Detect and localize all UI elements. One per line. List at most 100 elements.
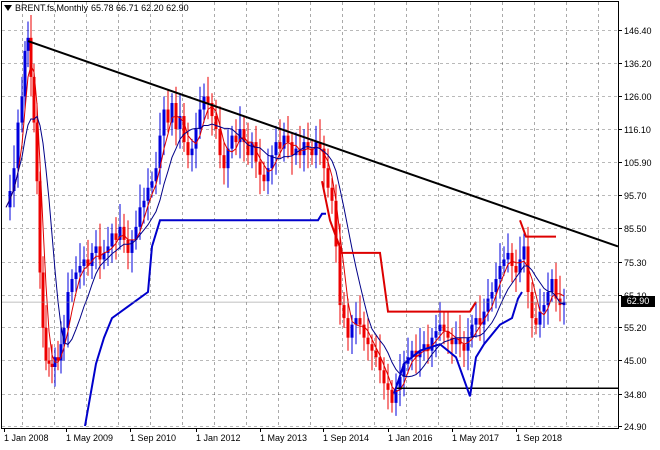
candle-body (282, 135, 286, 149)
candle-body (26, 37, 30, 51)
candle-body (398, 376, 402, 390)
candle-body (546, 292, 550, 306)
candle-body (222, 155, 226, 169)
candle-body (186, 142, 190, 156)
candle-body (554, 279, 558, 299)
y-tick-label: 116.10 (624, 124, 651, 135)
candle-body (44, 327, 48, 361)
y-tick-label: 65.10 (624, 291, 647, 301)
candle-body (23, 50, 27, 97)
x-tick-label: 1 May 2017 (452, 433, 500, 443)
candle-body (234, 135, 238, 143)
candle-body (110, 233, 114, 247)
candle-body (534, 318, 538, 325)
candle-body (266, 168, 270, 182)
candle-body (214, 116, 218, 130)
candle-body (386, 383, 390, 390)
candle-body (294, 148, 298, 156)
candle-body (70, 279, 74, 293)
candle-body (254, 142, 258, 162)
candle-body (442, 324, 446, 332)
candle-body (550, 279, 554, 293)
candle-body (35, 122, 39, 182)
trailing-stop-red (321, 180, 477, 313)
candle-body (422, 344, 426, 351)
candle-body (90, 252, 94, 266)
candle-body (286, 135, 290, 143)
y-tick-label: 34.80 (624, 389, 647, 400)
candle-body (82, 259, 86, 266)
candle-body (438, 324, 442, 332)
candle-body (146, 187, 150, 201)
y-tick-label: 136.20 (624, 58, 652, 69)
candle-body (466, 337, 470, 351)
triangle-down-icon[interactable] (4, 5, 12, 11)
trend-line (27, 40, 619, 248)
candle-body (270, 155, 274, 169)
candle-body (482, 311, 486, 325)
candle-body (446, 331, 450, 338)
y-tick-label: 75.30 (624, 257, 647, 268)
candle-body (138, 207, 142, 227)
candle-body (250, 142, 254, 156)
candle-body (502, 259, 506, 266)
candle-body (354, 318, 358, 325)
y-tick-label: 24.90 (624, 421, 647, 432)
candle-body (362, 324, 366, 338)
candle-body (486, 298, 490, 312)
candle-body (210, 103, 214, 117)
chart-frame (1, 1, 619, 429)
candle-body (59, 344, 63, 361)
candle-body (350, 324, 354, 338)
candle-body (154, 168, 158, 182)
candle-body (410, 350, 414, 358)
candle-body (494, 279, 498, 293)
candle-body (346, 318, 350, 338)
candle-body (318, 142, 322, 149)
candle-body (38, 181, 42, 273)
candle-body (302, 142, 306, 156)
candle-body (170, 103, 174, 123)
indicator-lines (2, 40, 619, 427)
x-tick-label: 1 Sep 2014 (323, 433, 370, 443)
candle-body (86, 259, 90, 266)
candle-body (258, 161, 262, 175)
ohlc-readout: 65.78 66.71 62.20 62.90 (91, 3, 189, 13)
candle-body (230, 135, 234, 149)
candle-body (56, 357, 60, 361)
candle-body (542, 305, 546, 312)
candle-body (194, 129, 198, 149)
candle-body (454, 337, 458, 345)
y-tick-label: 55.20 (624, 322, 647, 333)
candle-body (382, 370, 386, 384)
candle-body (198, 109, 202, 130)
candle-body (498, 265, 502, 280)
candle-body (310, 148, 314, 156)
candle-body (246, 142, 250, 156)
x-tick-label: 1 Jan 2016 (388, 433, 433, 443)
candle-body (114, 233, 118, 240)
current-price-label: 62.90 (621, 296, 655, 307)
chart-header: BRENT.fs,Monthly 65.78 66.71 62.20 62.90 (4, 3, 192, 13)
candle-body (134, 226, 138, 240)
candle-body (242, 129, 246, 143)
candle-body (102, 252, 106, 260)
candle-body (178, 116, 182, 130)
candle-body (98, 246, 102, 260)
price-series (8, 15, 566, 416)
candle-body (306, 142, 310, 149)
candle-body (562, 301, 566, 306)
candle-body (158, 135, 162, 169)
candle-body (78, 265, 82, 273)
trailing-stop-blue (84, 212, 326, 427)
candle-body (20, 96, 24, 123)
y-tick-label: 95.70 (624, 190, 647, 201)
candle-body (474, 318, 478, 325)
candle-body (370, 344, 374, 351)
candle-body (490, 292, 494, 299)
candle-body (430, 337, 434, 351)
candle-body (190, 148, 194, 156)
candle-body (118, 226, 122, 240)
